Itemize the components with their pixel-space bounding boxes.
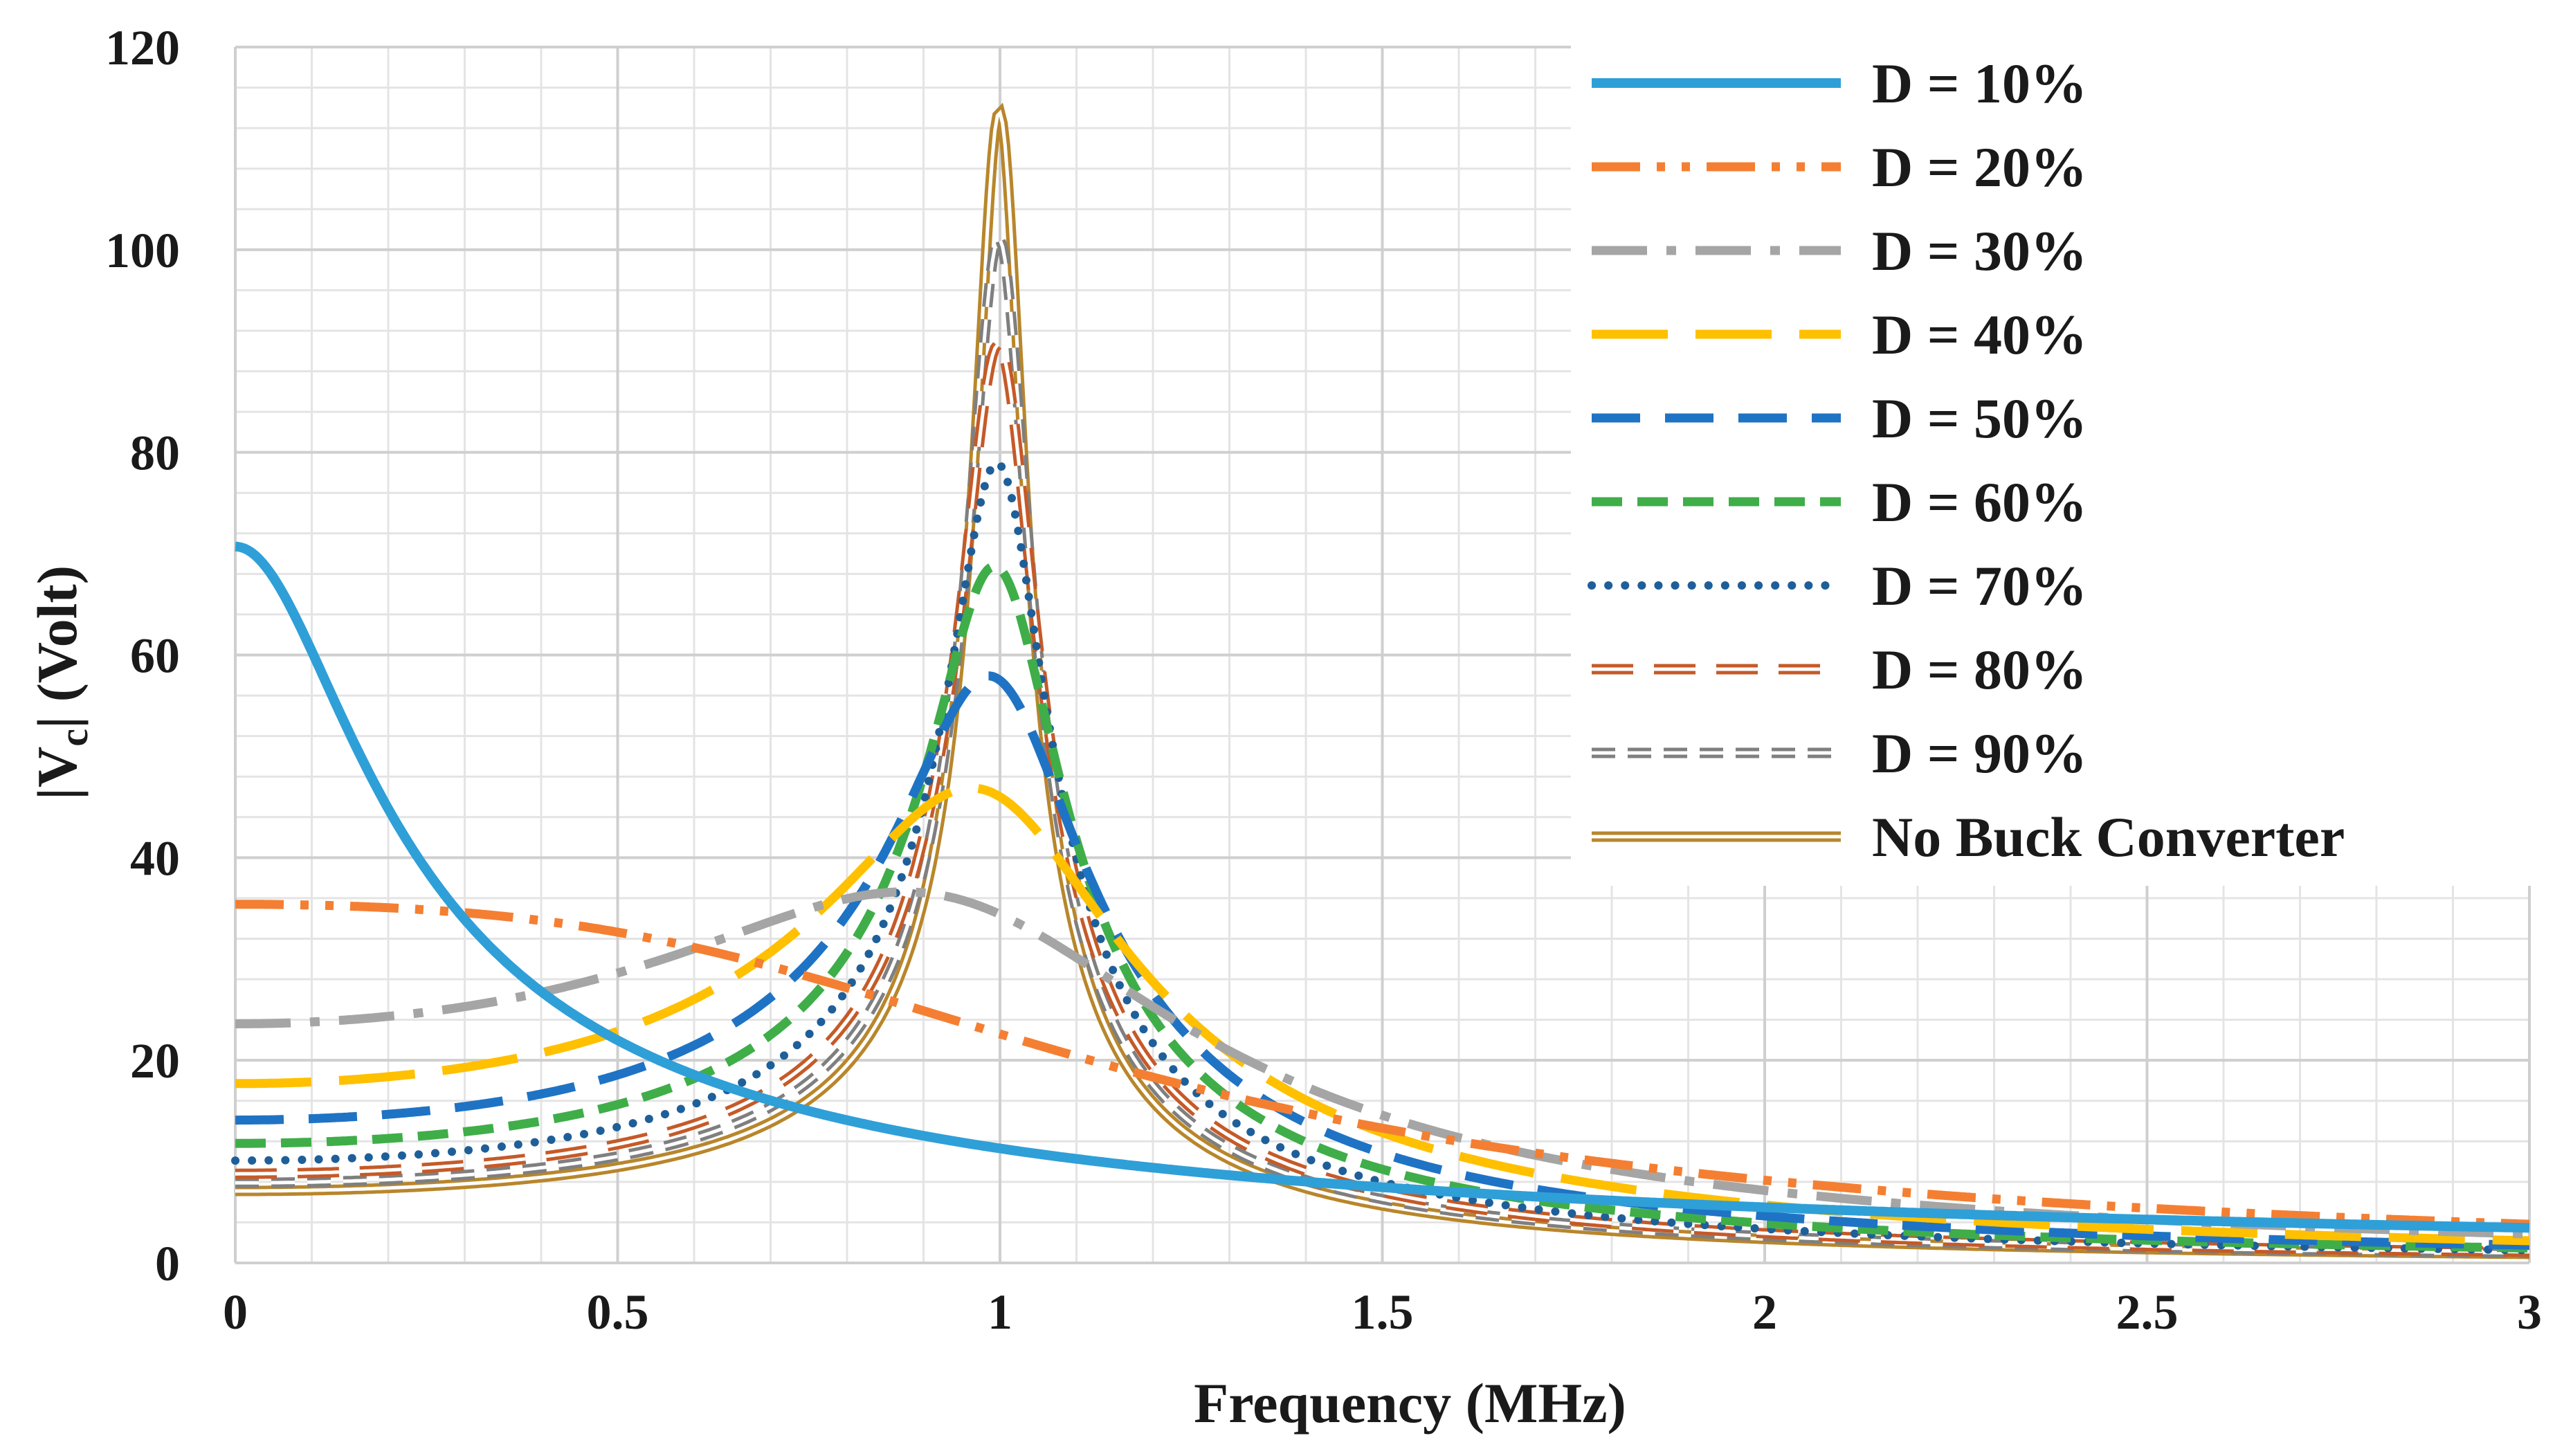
legend-label: D = 80%: [1872, 638, 2087, 701]
legend-entry-0: D = 10%: [1592, 52, 2087, 115]
legend-label: D = 90%: [1872, 722, 2087, 785]
series-7: [235, 338, 2529, 1257]
legend-entry-9: No Buck Converter: [1592, 806, 2345, 868]
legend-entry-5: D = 60%: [1592, 471, 2087, 534]
x-tick-label: 1.5: [1352, 1284, 1414, 1340]
y-axis-label-main: |V: [26, 747, 89, 800]
x-tick-label: 0.5: [587, 1284, 649, 1340]
y-axis-label-subscript: c: [51, 729, 96, 747]
series-4: [233, 671, 2531, 1250]
series-line: [233, 541, 2532, 1233]
y-tick-label: 80: [130, 426, 180, 481]
tick-labels: 0 0.5 1 1.5 2 2.5 3 0 20 40 60 80 100 120: [105, 20, 2542, 1340]
legend-label: D = 10%: [1872, 52, 2087, 115]
legend-entry-7: D = 80%: [1592, 638, 2087, 701]
legend-label: D = 50%: [1872, 387, 2087, 450]
legend: D = 10% D = 20% D = 30% D = 40% D = 50% D = 6…: [1588, 52, 2345, 868]
legend-entry-6: D = 70%: [1588, 554, 2087, 617]
legend-label: D = 60%: [1872, 471, 2087, 534]
series-line-inner: [235, 343, 2529, 1254]
series-6: [231, 458, 2534, 1255]
legend-label: No Buck Converter: [1872, 806, 2345, 868]
legend-entry-3: D = 40%: [1592, 303, 2087, 366]
legend-label: D = 70%: [1872, 554, 2087, 617]
legend-label: D = 20%: [1872, 136, 2087, 199]
legend-label: D = 40%: [1872, 303, 2087, 366]
y-tick-label: 60: [130, 628, 180, 684]
y-axis-label: |Vc| (Volt): [26, 565, 96, 800]
series-line-inner: [235, 237, 2529, 1255]
y-tick-label: 40: [130, 830, 180, 886]
x-tick-label: 3: [2517, 1284, 2542, 1340]
x-tick-label: 2: [1752, 1284, 1777, 1340]
series-1: [233, 900, 2531, 1229]
legend-entry-1: D = 20%: [1592, 136, 2087, 199]
y-tick-label: 0: [155, 1236, 180, 1291]
x-tick-label: 2.5: [2116, 1284, 2179, 1340]
x-axis-label: Frequency (MHz): [1194, 1372, 1626, 1435]
series-8: [235, 234, 2529, 1258]
y-tick-label: 20: [130, 1033, 180, 1089]
series-0: [233, 541, 2532, 1233]
legend-entry-2: D = 30%: [1592, 219, 2087, 282]
legend-background: [1571, 42, 2533, 886]
x-tick-label: 1: [988, 1284, 1012, 1340]
legend-entry-8: D = 90%: [1592, 722, 2087, 785]
series-line: [231, 458, 2534, 1255]
y-axis-label-tail: | (Volt): [26, 565, 89, 729]
series-line: [233, 900, 2531, 1229]
legend-entry-4: D = 50%: [1592, 387, 2087, 450]
y-tick-label: 100: [105, 223, 180, 278]
series-layer: [231, 102, 2534, 1259]
series-line: [233, 671, 2531, 1250]
legend-label: D = 30%: [1872, 219, 2087, 282]
y-tick-label: 120: [105, 20, 180, 75]
x-tick-label: 0: [223, 1284, 248, 1340]
